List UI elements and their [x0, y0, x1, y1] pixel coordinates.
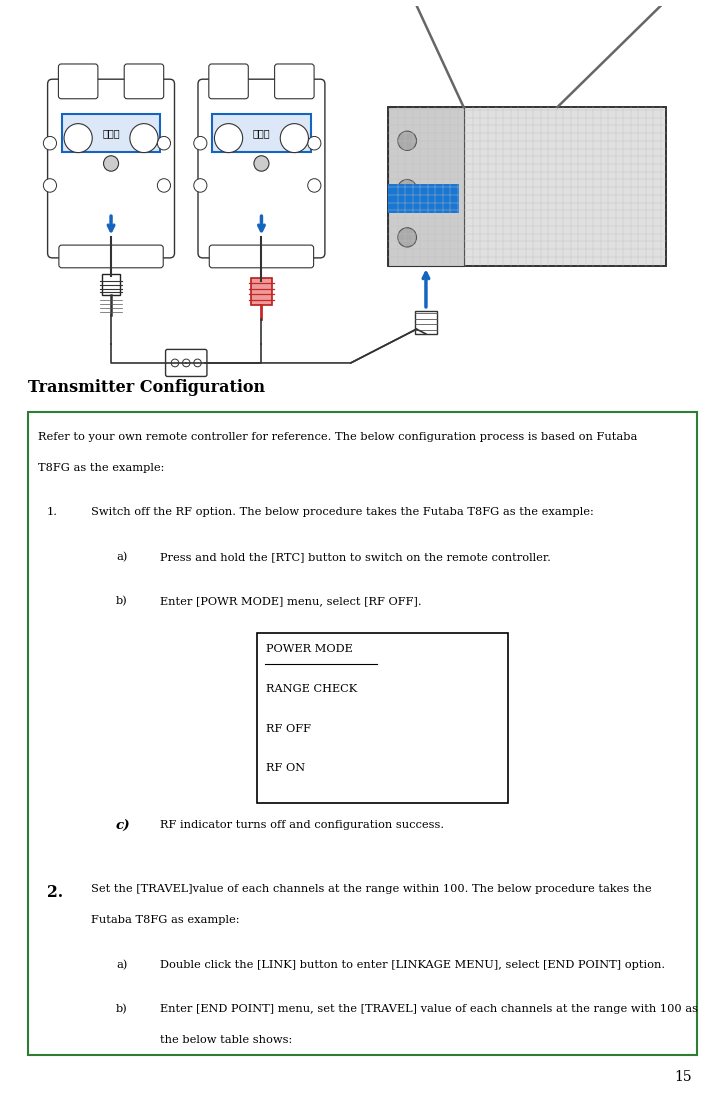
Circle shape — [194, 359, 202, 367]
FancyBboxPatch shape — [124, 64, 164, 99]
Text: Enter [END POINT] menu, set the [TRAVEL] value of each channels at the range wit: Enter [END POINT] menu, set the [TRAVEL]… — [160, 1004, 697, 1014]
Text: RF indicator turns off and configuration success.: RF indicator turns off and configuration… — [160, 820, 444, 830]
Text: Double click the [LINK] button to enter [LINKAGE MENU], select [END POINT] optio: Double click the [LINK] button to enter … — [160, 960, 665, 970]
Text: 15: 15 — [675, 1069, 692, 1084]
Circle shape — [157, 178, 170, 192]
Circle shape — [398, 228, 417, 247]
Text: a): a) — [116, 960, 128, 970]
Circle shape — [194, 178, 207, 192]
FancyBboxPatch shape — [48, 79, 175, 258]
FancyBboxPatch shape — [165, 349, 207, 377]
Text: c): c) — [116, 820, 130, 833]
Text: Futaba T8FG as example:: Futaba T8FG as example: — [91, 915, 239, 925]
Bar — [257, 633, 508, 803]
Bar — [415, 310, 437, 334]
Text: 2.: 2. — [47, 884, 63, 901]
FancyBboxPatch shape — [210, 245, 314, 268]
Bar — [389, 107, 666, 266]
Text: RANGE CHECK: RANGE CHECK — [266, 684, 357, 694]
Circle shape — [307, 178, 321, 192]
Text: 教练口: 教练口 — [252, 129, 270, 138]
Text: Set the [TRAVEL]value of each channels at the range within 100. The below proced: Set the [TRAVEL]value of each channels a… — [91, 884, 651, 894]
Text: 教练口: 教练口 — [102, 129, 120, 138]
Text: RF OFF: RF OFF — [266, 724, 311, 733]
Circle shape — [157, 136, 170, 150]
Bar — [389, 184, 459, 213]
Circle shape — [215, 124, 243, 153]
Circle shape — [254, 156, 269, 172]
Text: Enter [POWR MODE] menu, select [RF OFF].: Enter [POWR MODE] menu, select [RF OFF]. — [160, 596, 421, 606]
Polygon shape — [389, 107, 463, 266]
FancyBboxPatch shape — [275, 64, 314, 99]
Text: the below table shows:: the below table shows: — [160, 1035, 291, 1045]
Text: POWER MODE: POWER MODE — [266, 644, 353, 654]
Bar — [389, 107, 666, 266]
Bar — [102, 274, 120, 296]
Bar — [62, 114, 160, 152]
Text: b): b) — [116, 1004, 128, 1014]
Text: Switch off the RF option. The below procedure takes the Futaba T8FG as the examp: Switch off the RF option. The below proc… — [91, 507, 593, 517]
Bar — [28, 412, 697, 1055]
Text: b): b) — [116, 596, 128, 606]
FancyBboxPatch shape — [59, 245, 163, 268]
Circle shape — [398, 179, 417, 198]
Text: Transmitter Configuration: Transmitter Configuration — [28, 379, 265, 396]
Circle shape — [64, 124, 92, 153]
FancyBboxPatch shape — [59, 64, 98, 99]
Circle shape — [104, 156, 119, 172]
Text: a): a) — [116, 552, 128, 562]
Bar — [212, 114, 311, 152]
Circle shape — [281, 124, 308, 153]
Circle shape — [44, 136, 57, 150]
Circle shape — [183, 359, 190, 367]
Text: RF ON: RF ON — [266, 763, 305, 773]
FancyBboxPatch shape — [209, 64, 248, 99]
Bar — [251, 278, 272, 305]
Text: 1.: 1. — [47, 507, 58, 517]
Text: Refer to your own remote controller for reference. The below configuration proce: Refer to your own remote controller for … — [38, 432, 637, 442]
Circle shape — [130, 124, 158, 153]
FancyBboxPatch shape — [198, 79, 325, 258]
Bar — [22, 6, 703, 382]
Text: T8FG as the example:: T8FG as the example: — [38, 463, 164, 473]
Circle shape — [307, 136, 321, 150]
Circle shape — [44, 178, 57, 192]
Circle shape — [171, 359, 179, 367]
Text: Press and hold the [RTC] button to switch on the remote controller.: Press and hold the [RTC] button to switc… — [160, 552, 550, 562]
Circle shape — [398, 131, 417, 151]
Circle shape — [194, 136, 207, 150]
